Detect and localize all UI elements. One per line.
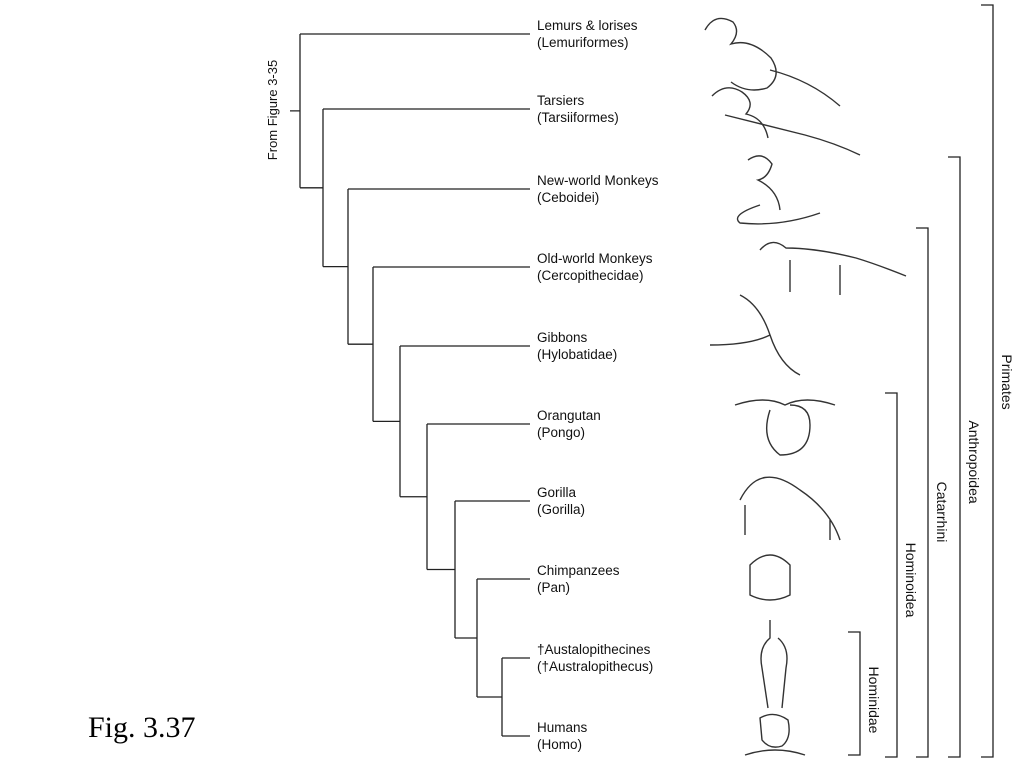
taxon-name: Gorilla [537, 485, 577, 500]
taxon-scientific-name: (Ceboidei) [537, 190, 599, 205]
taxon-scientific-name: (Pongo) [537, 425, 585, 440]
clade-bracket [981, 4, 994, 758]
taxon-scientific-name: (†Australopithecus) [537, 659, 653, 674]
tree-branches [290, 33, 530, 737]
animal-illustration [760, 620, 788, 709]
taxon-name: Tarsiers [537, 93, 585, 108]
animal-illustration [736, 155, 821, 225]
clade-bracket [885, 392, 898, 758]
taxon-scientific-name: (Gorilla) [537, 502, 585, 517]
taxon-scientific-name: (Hylobatidae) [537, 347, 617, 362]
clade-label: Catarrhini [934, 482, 950, 543]
taxon-name: Orangutan [537, 408, 601, 423]
clade-bracket [848, 631, 861, 756]
animal-illustration [711, 87, 861, 156]
clade-label: Hominoidea [903, 543, 919, 618]
taxon-name: Old-world Monkeys [537, 251, 653, 266]
taxon-scientific-name: (Cercopithecidae) [537, 268, 644, 283]
clade-label: Anthropoidea [966, 420, 982, 504]
animal-illustration [744, 713, 806, 756]
animal-illustration [759, 241, 907, 295]
clade-bracket [948, 156, 961, 758]
taxon-name: Humans [537, 720, 588, 735]
taxon-scientific-name: (Homo) [537, 737, 582, 752]
taxon-scientific-name: (Tarsiiformes) [537, 110, 619, 125]
animal-illustration [704, 17, 841, 107]
animal-illustration [749, 554, 791, 601]
clade-bracket [916, 227, 929, 758]
taxon-scientific-name: (Pan) [537, 580, 570, 595]
figure-caption: Fig. 3.37 [88, 711, 196, 744]
taxon-name: New-world Monkeys [537, 173, 659, 188]
clade-label: Hominidae [866, 667, 882, 734]
taxon-name: Lemurs & lorises [537, 18, 638, 33]
taxon-name: Chimpanzees [537, 563, 620, 578]
animal-illustration [734, 399, 836, 456]
taxon-name: Gibbons [537, 330, 588, 345]
taxon-scientific-name: (Lemuriformes) [537, 35, 629, 50]
root-label: From Figure 3-35 [265, 60, 280, 160]
clade-label: Primates [999, 354, 1015, 409]
taxon-name: †Austalopithecines [537, 642, 651, 657]
animal-illustration [739, 476, 841, 541]
animal-illustration [709, 294, 801, 376]
